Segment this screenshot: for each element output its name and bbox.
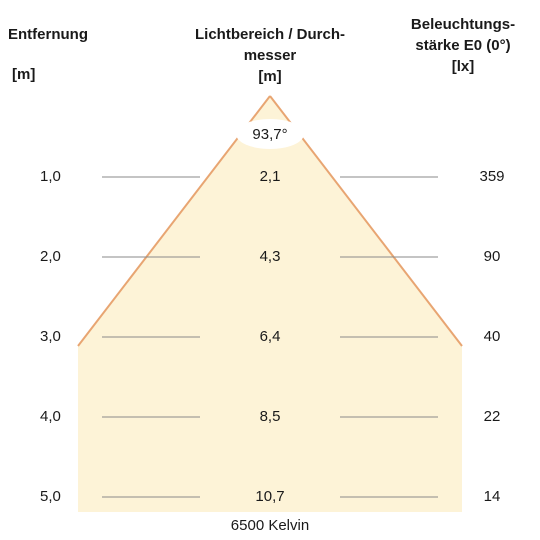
diameter-value: 6,4: [259, 328, 281, 345]
diameter-header-line1: Lichtbereich / Durch-: [194, 26, 346, 43]
diameter-header: Lichtbereich / Durch- messer [m]: [170, 24, 370, 87]
illuminance-value: 14: [483, 488, 501, 505]
illuminance-value: 359: [479, 168, 505, 185]
diameter-header-unit: [m]: [258, 68, 282, 85]
color-temperature-label: 6500 Kelvin: [230, 517, 310, 534]
illuminance-value: 90: [483, 248, 501, 265]
diameter-value: 2,1: [259, 168, 281, 185]
illuminance-header-line1: Beleuchtungs-: [410, 16, 516, 33]
distance-header-unit: [m]: [12, 66, 36, 83]
illuminance-header-unit: [lx]: [451, 58, 475, 75]
distance-value: 4,0: [40, 408, 61, 425]
distance-header-title: Entfernung: [8, 26, 88, 43]
diameter-value: 10,7: [255, 488, 285, 505]
distance-value: 1,0: [40, 168, 61, 185]
row-lines: [102, 176, 438, 498]
beam-angle-label: 93,7°: [252, 126, 288, 143]
distance-value: 5,0: [40, 488, 61, 505]
illuminance-value: 22: [483, 408, 501, 425]
diameter-value: 8,5: [259, 408, 281, 425]
distance-value: 2,0: [40, 248, 61, 265]
diameter-header-line2: messer: [243, 47, 297, 64]
angle-label-background: [236, 119, 304, 149]
illuminance-header: Beleuchtungs- stärke E0 (0°) [lx]: [388, 14, 538, 77]
distance-value: 3,0: [40, 328, 61, 345]
illuminance-value: 40: [483, 328, 501, 345]
diameter-value: 4,3: [259, 248, 281, 265]
illuminance-header-line2: stärke E0 (0°): [415, 37, 511, 54]
light-area-fill: [78, 96, 462, 512]
distance-header: Entfernung [m]: [8, 24, 100, 85]
